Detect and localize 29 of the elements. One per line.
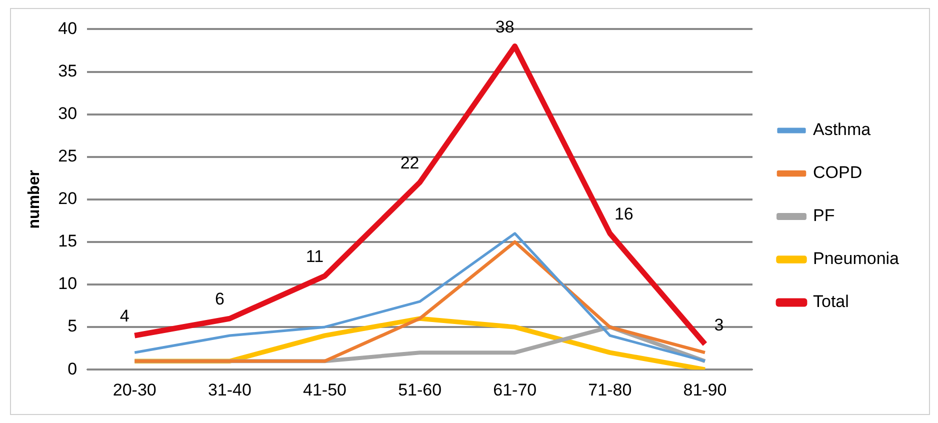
data-label: 38 xyxy=(495,17,514,36)
x-tick-label: 61-70 xyxy=(493,380,537,400)
legend-label: COPD xyxy=(812,163,862,182)
x-tick-label: 31-40 xyxy=(208,380,252,400)
y-axis-title: number xyxy=(26,170,44,229)
y-tick-label: 35 xyxy=(58,61,78,80)
x-tick-label: 81-90 xyxy=(683,380,727,400)
data-label: 16 xyxy=(614,204,634,224)
y-tick-label: 30 xyxy=(58,104,78,123)
data-label: 3 xyxy=(714,315,724,334)
y-tick-label: 15 xyxy=(58,232,78,251)
y-tick-label: 20 xyxy=(58,189,78,208)
data-label: 6 xyxy=(214,290,224,309)
data-label: 11 xyxy=(306,247,324,266)
y-tick-label: 5 xyxy=(68,316,78,336)
y-tick-label: 25 xyxy=(58,146,78,166)
data-label: 22 xyxy=(400,154,420,173)
y-tick-label: 10 xyxy=(58,274,78,294)
legend-label: Pneumonia xyxy=(812,249,900,268)
x-tick-label: 51-60 xyxy=(398,380,442,400)
y-tick-label: 0 xyxy=(68,359,78,378)
legend-label: Total xyxy=(812,292,849,312)
x-tick-label: 20-30 xyxy=(112,380,156,400)
x-tick-label: 41-50 xyxy=(303,380,346,400)
data-label: 4 xyxy=(120,306,130,326)
legend-label: Asthma xyxy=(812,120,872,140)
legend-label: PF xyxy=(812,206,835,226)
y-tick-label: 40 xyxy=(58,18,78,38)
x-tick-label: 71-80 xyxy=(588,380,632,400)
